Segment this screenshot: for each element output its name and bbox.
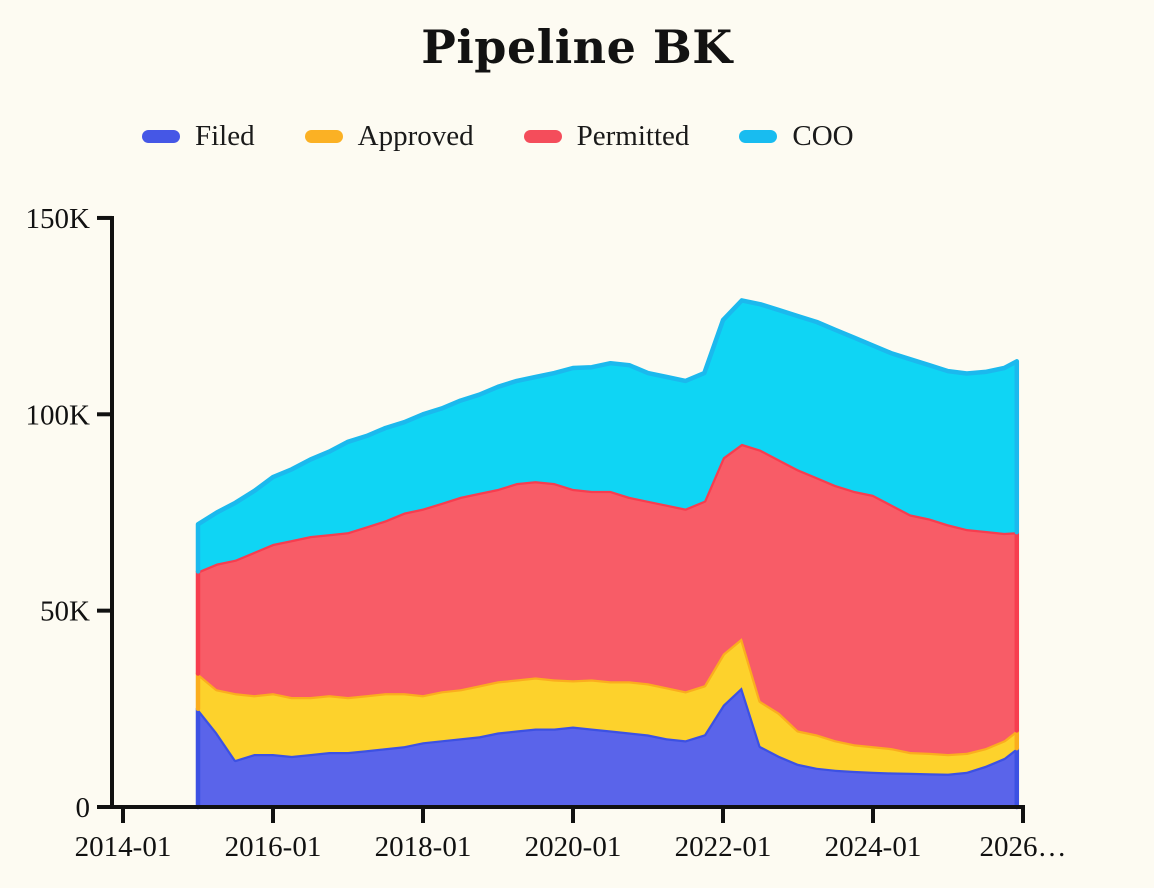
legend-item-permitted: Permitted	[523, 118, 690, 154]
legend-label-coo: COO	[792, 120, 854, 152]
area-approved	[198, 638, 1017, 774]
legend-item-filed: Filed	[142, 118, 255, 154]
x-tick-label-2026-01: 2026…	[980, 831, 1067, 863]
chart-title: Pipeline BK	[421, 20, 733, 74]
coo-swatch-icon	[739, 129, 778, 143]
x-tick-label-2022-01: 2022-01	[675, 831, 772, 863]
y-tick-label-100K: 100K	[26, 399, 91, 431]
y-tick-label-0: 0	[76, 792, 91, 824]
x-tick-label-2014-01: 2014-01	[75, 831, 172, 863]
area-permitted	[198, 443, 1017, 754]
y-tick-label-50K: 50K	[40, 596, 90, 628]
y-tick-label-150K: 150K	[26, 203, 91, 235]
area-filed	[198, 687, 1017, 807]
x-axis-tick-labels: 2014-01 2016-01 2018-01 2020-01 2022-01 2024-…	[75, 831, 1067, 863]
y-axis-tick-labels: 0 50K 100K 150K	[26, 203, 91, 824]
x-tick-label-2020-01: 2020-01	[525, 831, 622, 863]
legend-label-approved: Approved	[357, 120, 474, 152]
legend-item-approved: Approved	[304, 118, 474, 154]
x-tick-label-2016-01: 2016-01	[225, 831, 322, 863]
axes	[97, 215, 1025, 823]
legend-item-coo: COO	[739, 118, 854, 154]
area-coo-outline	[195, 298, 1020, 574]
area-series	[195, 298, 1020, 810]
permitted-swatch-icon	[523, 129, 562, 143]
approved-swatch-icon	[304, 129, 343, 143]
x-tick-label-2024-01: 2024-01	[825, 831, 922, 863]
legend-label-filed: Filed	[195, 120, 255, 152]
filed-swatch-icon	[142, 129, 180, 143]
x-tick-label-2018-01: 2018-01	[375, 831, 472, 863]
legend-label-permitted: Permitted	[576, 120, 690, 152]
area-coo	[198, 300, 1017, 572]
legend: Filed Approved Permitted COO	[142, 118, 854, 154]
